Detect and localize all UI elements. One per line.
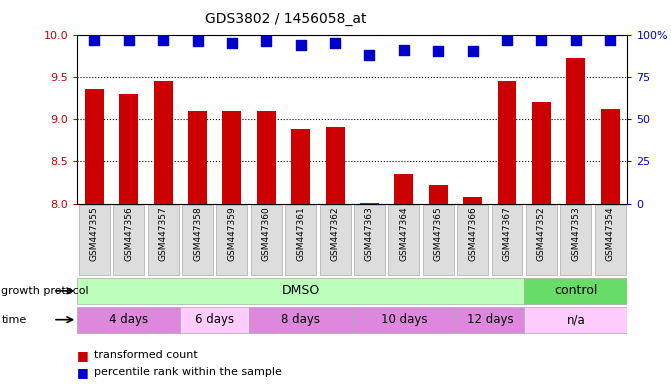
Text: GSM447358: GSM447358 bbox=[193, 207, 202, 261]
Text: GSM447359: GSM447359 bbox=[227, 207, 236, 261]
FancyBboxPatch shape bbox=[319, 205, 350, 275]
Bar bbox=[463, 197, 482, 204]
Bar bbox=[566, 58, 585, 204]
Text: DMSO: DMSO bbox=[282, 285, 320, 297]
Point bbox=[433, 48, 444, 55]
FancyBboxPatch shape bbox=[524, 307, 627, 333]
Text: ■: ■ bbox=[77, 349, 93, 362]
Text: 6 days: 6 days bbox=[195, 313, 234, 326]
Bar bbox=[429, 185, 448, 204]
Point bbox=[605, 36, 615, 43]
Text: GSM447360: GSM447360 bbox=[262, 207, 271, 261]
Text: growth protocol: growth protocol bbox=[1, 286, 89, 296]
FancyBboxPatch shape bbox=[79, 205, 110, 275]
FancyBboxPatch shape bbox=[389, 205, 419, 275]
Text: GSM447367: GSM447367 bbox=[503, 207, 511, 261]
Bar bbox=[360, 203, 379, 204]
Point bbox=[399, 47, 409, 53]
FancyBboxPatch shape bbox=[285, 205, 316, 275]
Bar bbox=[532, 102, 551, 204]
Text: GSM447364: GSM447364 bbox=[399, 207, 409, 261]
Bar bbox=[154, 81, 172, 204]
FancyBboxPatch shape bbox=[456, 307, 524, 333]
FancyBboxPatch shape bbox=[249, 307, 352, 333]
Point bbox=[89, 36, 100, 43]
Text: ■: ■ bbox=[77, 366, 93, 379]
Text: GSM447357: GSM447357 bbox=[158, 207, 168, 261]
FancyBboxPatch shape bbox=[492, 205, 523, 275]
Text: 10 days: 10 days bbox=[380, 313, 427, 326]
Text: GSM447365: GSM447365 bbox=[433, 207, 443, 261]
Text: GSM447361: GSM447361 bbox=[296, 207, 305, 261]
FancyBboxPatch shape bbox=[354, 205, 385, 275]
Bar bbox=[291, 129, 310, 204]
FancyBboxPatch shape bbox=[524, 278, 627, 304]
FancyBboxPatch shape bbox=[113, 205, 144, 275]
Text: GSM447363: GSM447363 bbox=[365, 207, 374, 261]
Text: transformed count: transformed count bbox=[94, 350, 198, 360]
Bar bbox=[223, 111, 242, 204]
Point bbox=[364, 52, 375, 58]
Point bbox=[158, 36, 168, 43]
Text: 8 days: 8 days bbox=[281, 313, 320, 326]
FancyBboxPatch shape bbox=[352, 307, 456, 333]
Text: GSM447352: GSM447352 bbox=[537, 207, 546, 261]
Point bbox=[227, 40, 238, 46]
FancyBboxPatch shape bbox=[180, 307, 249, 333]
Bar bbox=[188, 111, 207, 204]
Text: n/a: n/a bbox=[566, 313, 585, 326]
Text: GDS3802 / 1456058_at: GDS3802 / 1456058_at bbox=[205, 12, 367, 25]
FancyBboxPatch shape bbox=[77, 278, 524, 304]
Point bbox=[192, 38, 203, 45]
Point bbox=[570, 36, 581, 43]
Point bbox=[261, 38, 272, 45]
Point bbox=[536, 36, 547, 43]
Text: 4 days: 4 days bbox=[109, 313, 148, 326]
FancyBboxPatch shape bbox=[526, 205, 557, 275]
Text: control: control bbox=[554, 285, 597, 297]
Bar bbox=[119, 94, 138, 204]
Point bbox=[467, 48, 478, 55]
Point bbox=[123, 36, 134, 43]
FancyBboxPatch shape bbox=[217, 205, 248, 275]
FancyBboxPatch shape bbox=[595, 205, 625, 275]
Bar bbox=[257, 111, 276, 204]
FancyBboxPatch shape bbox=[251, 205, 282, 275]
Text: GSM447362: GSM447362 bbox=[331, 207, 340, 261]
Bar bbox=[325, 127, 344, 204]
Text: 12 days: 12 days bbox=[466, 313, 513, 326]
Text: GSM447355: GSM447355 bbox=[90, 207, 99, 261]
Point bbox=[502, 36, 513, 43]
Bar bbox=[395, 174, 413, 204]
Text: GSM447356: GSM447356 bbox=[124, 207, 134, 261]
FancyBboxPatch shape bbox=[423, 205, 454, 275]
Text: GSM447354: GSM447354 bbox=[606, 207, 615, 261]
Text: time: time bbox=[1, 314, 27, 325]
Point bbox=[295, 41, 306, 48]
FancyBboxPatch shape bbox=[457, 205, 488, 275]
FancyBboxPatch shape bbox=[182, 205, 213, 275]
Bar bbox=[601, 109, 619, 204]
Bar bbox=[85, 89, 104, 204]
Bar bbox=[498, 81, 517, 204]
Text: GSM447366: GSM447366 bbox=[468, 207, 477, 261]
Text: percentile rank within the sample: percentile rank within the sample bbox=[94, 367, 282, 377]
Point bbox=[329, 40, 340, 46]
Text: GSM447353: GSM447353 bbox=[571, 207, 580, 261]
FancyBboxPatch shape bbox=[560, 205, 591, 275]
FancyBboxPatch shape bbox=[148, 205, 178, 275]
FancyBboxPatch shape bbox=[77, 307, 180, 333]
